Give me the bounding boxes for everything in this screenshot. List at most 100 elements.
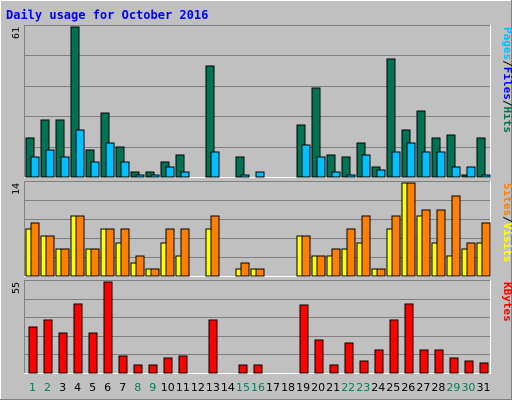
bar-hits-day-13 <box>205 65 215 178</box>
bar-sites-day-10 <box>165 228 175 277</box>
bar-kbytes-day-30 <box>464 360 474 374</box>
bar-sites-day-1 <box>30 222 40 277</box>
x-tick-label-day-14: 14 <box>221 381 235 394</box>
x-tick-label-day-4: 4 <box>74 381 81 394</box>
bar-sites-day-23 <box>361 215 371 277</box>
bar-hits-day-22 <box>341 156 351 178</box>
bar-hits-day-3 <box>55 119 65 178</box>
y-max-label: 14 <box>11 183 22 195</box>
x-tick-label-day-5: 5 <box>89 381 96 394</box>
bar-files-day-21 <box>331 171 341 178</box>
bar-sites-day-26 <box>406 182 416 277</box>
bar-files-day-31 <box>481 174 491 178</box>
x-tick-label-day-24: 24 <box>371 381 385 394</box>
bar-hits-day-15 <box>235 156 245 178</box>
bar-kbytes-day-25 <box>389 319 399 374</box>
bar-files-day-1 <box>30 156 40 178</box>
bar-sites-day-25 <box>391 215 401 277</box>
bar-sites-day-4 <box>75 215 85 277</box>
bar-kbytes-day-19 <box>299 304 309 374</box>
bar-files-day-6 <box>105 142 115 178</box>
x-tick-label-day-9: 9 <box>149 381 156 394</box>
bar-sites-day-8 <box>135 255 145 277</box>
x-tick-label-day-17: 17 <box>266 381 280 394</box>
x-tick-label-day-1: 1 <box>29 381 36 394</box>
bar-hits-day-21 <box>326 154 336 178</box>
bar-kbytes-day-9 <box>148 364 158 374</box>
x-tick-label-day-20: 20 <box>311 381 325 394</box>
bar-files-day-24 <box>376 169 386 178</box>
legend: Pages/Files/Hits <box>501 27 512 133</box>
bar-hits-day-2 <box>40 119 50 178</box>
bar-kbytes-day-1 <box>28 326 38 374</box>
bar-sites-day-31 <box>481 222 491 277</box>
bar-kbytes-day-5 <box>88 332 98 374</box>
bar-kbytes-day-3 <box>58 332 68 374</box>
x-tick-label-day-25: 25 <box>386 381 400 394</box>
bar-kbytes-day-24 <box>374 349 384 374</box>
legend: Sites/Visits <box>501 183 512 263</box>
bar-kbytes-day-31 <box>479 362 489 374</box>
x-tick-label-day-27: 27 <box>416 381 430 394</box>
bar-sites-day-21 <box>331 248 341 277</box>
x-tick-label-day-23: 23 <box>356 381 370 394</box>
bar-files-day-5 <box>90 161 100 178</box>
bar-files-day-4 <box>75 129 85 178</box>
bar-files-day-10 <box>165 166 175 178</box>
bar-sites-day-6 <box>105 228 115 277</box>
bar-sites-day-5 <box>90 248 100 277</box>
x-tick-label-day-8: 8 <box>134 381 141 394</box>
legend: KBytes <box>501 282 512 322</box>
x-tick-label-day-31: 31 <box>476 381 490 394</box>
bar-hits-day-31 <box>476 137 486 178</box>
bar-kbytes-day-21 <box>329 364 339 374</box>
bar-kbytes-day-11 <box>178 355 188 374</box>
bar-kbytes-day-23 <box>359 360 369 374</box>
bar-files-day-11 <box>180 171 190 178</box>
bar-files-day-29 <box>451 166 461 178</box>
bar-hits-day-29 <box>446 134 456 178</box>
legend-separator: / <box>501 216 512 223</box>
bar-hits-day-20 <box>311 87 321 178</box>
x-tick-label-day-13: 13 <box>206 381 220 394</box>
panel-kbytes: 55 KBytes <box>11 280 512 374</box>
bar-hits-day-4 <box>70 26 80 178</box>
x-tick-label-day-30: 30 <box>461 381 475 394</box>
bar-sites-day-29 <box>451 195 461 277</box>
bar-files-day-8 <box>135 174 145 178</box>
bar-files-day-2 <box>45 149 55 178</box>
panel-visits: 14 Sites/Visits <box>11 181 512 277</box>
bar-files-day-9 <box>150 174 160 178</box>
bar-sites-day-19 <box>301 235 311 277</box>
y-max-label: 55 <box>11 282 22 294</box>
bar-files-day-26 <box>406 142 416 178</box>
bar-sites-day-11 <box>180 228 190 277</box>
legend-separator: / <box>501 60 512 67</box>
bar-kbytes-day-8 <box>133 364 143 374</box>
bar-sites-day-3 <box>60 248 70 277</box>
x-tick-label-day-28: 28 <box>431 381 445 394</box>
bar-sites-day-28 <box>436 209 446 277</box>
bar-hits-day-27 <box>416 110 426 178</box>
bar-hits-day-11 <box>175 154 185 178</box>
bar-kbytes-day-10 <box>163 357 173 374</box>
x-tick-label-day-2: 2 <box>44 381 51 394</box>
legend-entry: Sites <box>501 183 512 216</box>
x-tick-label-day-19: 19 <box>296 381 310 394</box>
bar-files-day-20 <box>316 156 326 178</box>
bar-sites-day-2 <box>45 235 55 277</box>
bar-kbytes-day-26 <box>404 303 414 374</box>
bar-files-day-30 <box>466 166 476 178</box>
bar-sites-day-27 <box>421 209 431 277</box>
bar-kbytes-day-15 <box>238 364 248 374</box>
bar-files-day-25 <box>391 151 401 178</box>
bar-kbytes-day-27 <box>419 349 429 374</box>
x-tick-label-day-22: 22 <box>341 381 355 394</box>
bar-files-day-28 <box>436 151 446 178</box>
bar-kbytes-day-22 <box>344 342 354 374</box>
bar-kbytes-day-6 <box>103 281 113 374</box>
bar-sites-day-22 <box>346 228 356 277</box>
legend-entry: Hits <box>501 107 512 134</box>
